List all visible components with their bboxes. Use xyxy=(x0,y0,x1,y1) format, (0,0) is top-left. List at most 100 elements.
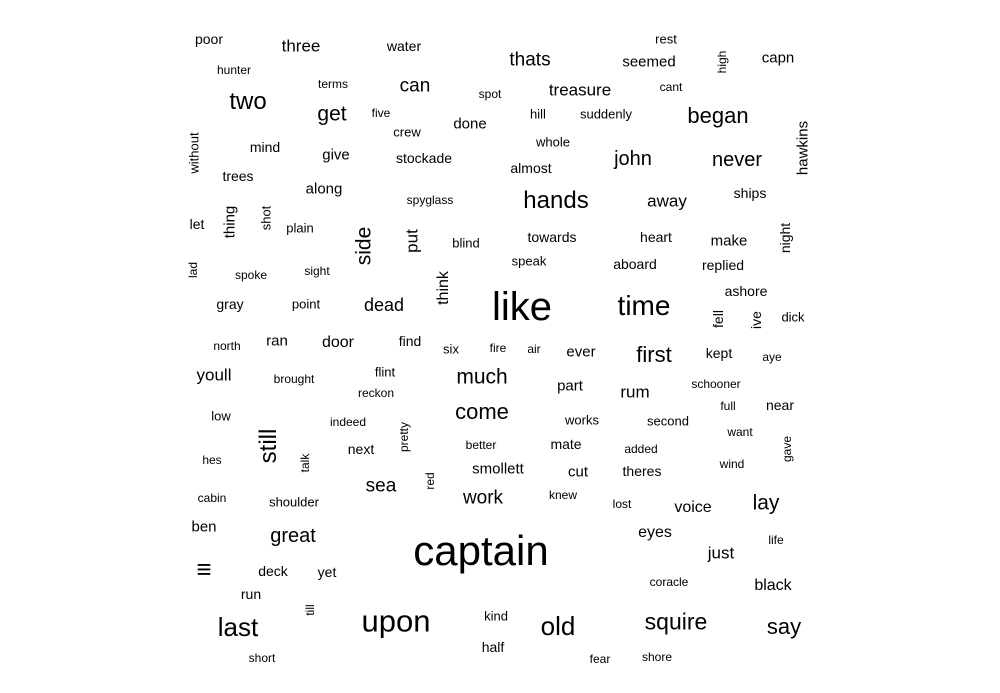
word-sea: sea xyxy=(365,475,397,497)
word-without: without xyxy=(186,132,202,174)
word-black: black xyxy=(754,577,792,594)
word-think: think xyxy=(435,271,452,305)
word-hes: hes xyxy=(202,453,222,467)
word-shore: shore xyxy=(641,650,673,664)
word-heart: heart xyxy=(640,229,672,245)
word-rest: rest xyxy=(655,31,677,47)
word-plain: plain xyxy=(286,220,314,236)
word-done: done xyxy=(453,115,487,133)
word-flint: flint xyxy=(374,364,396,380)
word-kind: kind xyxy=(484,608,508,624)
word-speak: speak xyxy=(511,253,547,269)
word-low: low xyxy=(211,408,231,424)
word-indeed: indeed xyxy=(329,415,367,429)
word-make: make xyxy=(710,232,748,250)
word-just: just xyxy=(707,543,735,563)
word-talk: talk xyxy=(298,453,312,473)
word-john: john xyxy=(614,148,652,170)
word-great: great xyxy=(270,525,316,547)
word-never: never xyxy=(711,149,763,171)
word-red: red xyxy=(423,472,437,490)
word-second: second xyxy=(647,413,689,429)
word-get: get xyxy=(317,102,347,126)
word-terms: terms xyxy=(318,77,348,91)
word-suddenly: suddenly xyxy=(579,106,633,122)
word-kept: kept xyxy=(705,345,733,361)
word-brought: brought xyxy=(273,372,315,386)
word-replied: replied xyxy=(701,257,745,273)
word-almost: almost xyxy=(510,160,552,176)
word-hands: hands xyxy=(523,187,589,214)
word-mind: mind xyxy=(249,139,281,155)
word-ever: ever xyxy=(566,343,596,361)
word-three: three xyxy=(281,36,321,56)
word-say: say xyxy=(766,614,802,639)
word-ships: ships xyxy=(733,185,767,201)
word-cabin: cabin xyxy=(197,491,227,505)
word-poor: poor xyxy=(194,31,224,47)
word-door: door xyxy=(321,334,355,351)
word-capn: capn xyxy=(761,49,795,67)
word-first: first xyxy=(636,342,672,367)
word-ben: ben xyxy=(191,518,217,536)
word-menu-symbol: ≡ xyxy=(196,554,212,584)
word-aye: aye xyxy=(762,350,782,364)
word-rum: rum xyxy=(620,382,650,402)
word-side: side xyxy=(352,226,376,266)
word-crew: crew xyxy=(393,124,421,140)
word-find: find xyxy=(398,333,422,349)
word-lay: lay xyxy=(752,491,780,515)
word-treasure: treasure xyxy=(548,80,612,100)
word-sight: sight xyxy=(304,264,330,278)
word-spot: spot xyxy=(478,87,502,101)
word-gave: gave xyxy=(780,435,794,463)
word-can: can xyxy=(399,75,431,97)
word-whole: whole xyxy=(536,134,570,150)
word-aboard: aboard xyxy=(613,256,657,272)
word-away: away xyxy=(647,191,687,211)
word-ive: ive xyxy=(748,311,764,329)
word-towards: towards xyxy=(527,229,577,245)
word-fell: fell xyxy=(710,310,726,328)
word-let: let xyxy=(189,216,205,232)
word-spyglass: spyglass xyxy=(406,193,454,207)
word-smollett: smollett xyxy=(472,460,524,478)
word-north: north xyxy=(213,339,241,353)
word-run: run xyxy=(240,586,262,602)
word-mate: mate xyxy=(550,436,582,452)
word-work: work xyxy=(462,487,504,509)
word-blind: blind xyxy=(452,235,480,251)
word-along: along xyxy=(305,180,343,198)
word-time: time xyxy=(617,290,671,321)
word-coracle: coracle xyxy=(649,575,689,589)
word-trees: trees xyxy=(222,168,254,184)
word-squire: squire xyxy=(644,608,708,635)
word-better: better xyxy=(465,438,497,452)
word-stockade: stockade xyxy=(395,150,453,166)
word-full: full xyxy=(720,399,736,413)
word-seemed: seemed xyxy=(622,53,676,71)
word-ashore: ashore xyxy=(724,283,768,299)
word-like: like xyxy=(491,285,553,329)
word-voice: voice xyxy=(674,499,712,516)
word-schooner: schooner xyxy=(691,377,741,391)
word-upon: upon xyxy=(361,603,431,639)
word-next: next xyxy=(347,441,375,457)
word-last: last xyxy=(217,612,259,642)
word-hawkins: hawkins xyxy=(794,120,812,176)
word-till: till xyxy=(303,604,317,616)
word-lad: lad xyxy=(186,261,200,279)
word-two: two xyxy=(229,88,267,115)
word-put: put xyxy=(402,229,422,253)
word-fear: fear xyxy=(589,652,611,666)
word-want: want xyxy=(727,425,753,439)
word-air: air xyxy=(527,342,541,356)
word-fire: fire xyxy=(489,341,507,355)
word-hill: hill xyxy=(530,106,546,122)
word-spoke: spoke xyxy=(234,268,268,282)
word-short: short xyxy=(248,651,276,665)
word-five: five xyxy=(371,106,391,120)
word-give: give xyxy=(322,146,350,164)
word-works: works xyxy=(565,412,599,428)
